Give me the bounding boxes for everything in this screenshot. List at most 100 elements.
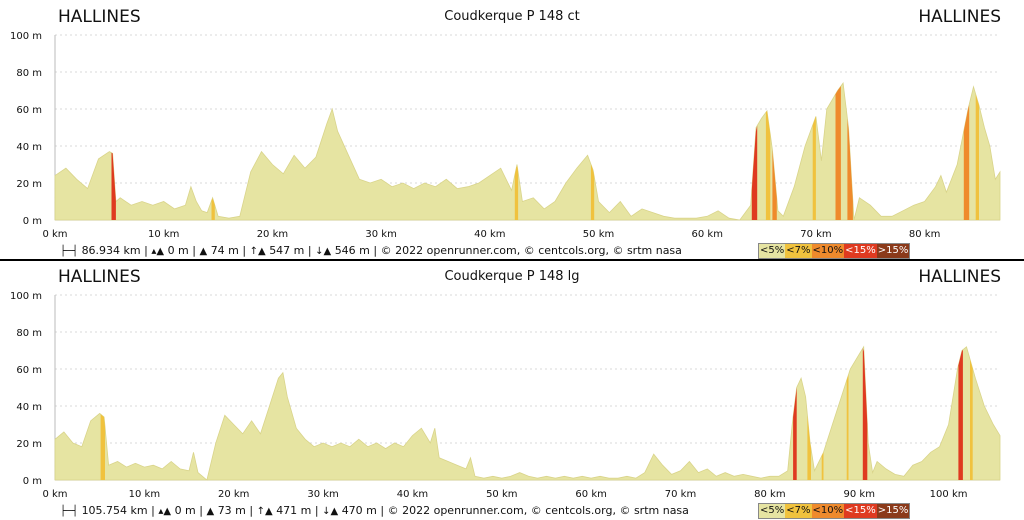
panel-divider [0, 259, 1024, 261]
y-tick-label: 0 m [23, 476, 42, 487]
y-tick-label: 100 m [10, 291, 42, 302]
stat-descent: 546 m [334, 244, 370, 257]
y-tick-label: 60 m [16, 365, 42, 376]
x-tick-label: 60 km [575, 489, 606, 500]
x-tick-label: 20 km [257, 229, 288, 240]
stat-distance: 105.754 km [81, 504, 148, 517]
grade-segment [970, 359, 973, 480]
start-place-label: HALLINES [58, 7, 141, 27]
ascent-icon: ↑▲ [256, 506, 273, 517]
descent-icon: ↓▲ [322, 506, 339, 517]
legend-item: <7% [785, 504, 812, 518]
grade-segment [514, 166, 519, 220]
grade-segment [772, 149, 777, 220]
y-tick-label: 0 m [23, 216, 42, 227]
max-elevation-icon: ▲ [206, 506, 215, 517]
x-tick-label: 0 km [42, 489, 67, 500]
x-tick-label: 0 km [42, 229, 67, 240]
grade-segment [807, 415, 811, 480]
grade-segment [100, 414, 105, 480]
x-tick-label: 50 km [583, 229, 614, 240]
legend-item: <5% [759, 244, 786, 258]
y-tick-label: 20 m [16, 439, 42, 450]
stat-ascent: 471 m [276, 504, 312, 517]
grade-segment [835, 86, 841, 220]
x-tick-label: 10 km [148, 229, 179, 240]
grade-segment [751, 125, 758, 220]
elevation-chart: 0 m 20 m 40 m 60 m 80 m 100 m 0 km 10 km 20 km 30… [10, 31, 1001, 240]
grade-segment [963, 104, 970, 220]
y-tick-label: 40 m [16, 142, 42, 153]
y-tick-label: 40 m [16, 402, 42, 413]
legend-item: >15% [876, 504, 910, 518]
x-tick-label: 10 km [129, 489, 160, 500]
x-tick-label: 50 km [486, 489, 517, 500]
x-tick-label: 40 km [397, 489, 428, 500]
chart-title: Coudkerque P 148 ct [444, 9, 580, 24]
y-tick-label: 60 m [16, 105, 42, 116]
chart-title: Coudkerque P 148 lg [444, 269, 580, 284]
ascent-icon: ↑▲ [249, 246, 266, 257]
end-place-label: HALLINES [918, 7, 1001, 27]
grade-legend: <5% <7% <10% <15% >15% [758, 243, 911, 259]
legend-item: >15% [876, 244, 910, 258]
end-place-label: HALLINES [918, 267, 1001, 287]
grade-segment [975, 94, 979, 220]
x-tick-label: 30 km [307, 489, 338, 500]
distance-icon: ├─┤ [60, 246, 79, 257]
legend-item: <10% [811, 504, 845, 518]
grade-segment [793, 387, 797, 480]
x-tick-label: 40 km [474, 229, 505, 240]
grade-segment [111, 152, 116, 220]
legend-item: <7% [785, 244, 812, 258]
stat-min: 0 m [167, 244, 189, 257]
stat-distance: 86.934 km [81, 244, 141, 257]
x-tick-label: 20 km [218, 489, 249, 500]
grade-segment [590, 164, 595, 220]
stat-ascent: 547 m [269, 244, 305, 257]
max-elevation-icon: ▲ [199, 246, 208, 257]
grade-segment [821, 452, 824, 480]
legend-item: <15% [844, 504, 877, 518]
profile-panel-2: HALLINES Coudkerque P 148 lg HALLINES 0 … [0, 260, 1024, 520]
stats-bar: ├─┤ 105.754 km | ▴▲ 0 m | ▲ 73 m | ↑▲ 47… [60, 504, 689, 517]
elevation-area [54, 345, 1001, 481]
profile-panel-1: HALLINES Coudkerque P 148 ct HALLINES 0 … [10, 7, 1001, 259]
legend-item: <15% [844, 244, 877, 258]
stat-max: 73 m [217, 504, 246, 517]
credits: © 2022 openrunner.com, © centcols.org, ©… [387, 504, 689, 517]
x-tick-label: 30 km [365, 229, 396, 240]
grade-segment [765, 110, 771, 220]
credits: © 2022 openrunner.com, © centcols.org, ©… [380, 244, 682, 257]
grade-segment [862, 348, 868, 480]
legend-item: <5% [759, 504, 786, 518]
grade-segment [846, 374, 849, 480]
y-tick-label: 80 m [16, 328, 42, 339]
y-tick-label: 20 m [16, 179, 42, 190]
x-tick-label: 80 km [909, 229, 940, 240]
elevation-area [54, 82, 1001, 221]
grade-legend: <5% <7% <10% <15% >15% [758, 503, 911, 519]
elevation-chart: 0 m 20 m 40 m 60 m 80 m 100 m 0 km 10 km 20 km 30… [10, 291, 1001, 500]
x-tick-label: 100 km [930, 489, 968, 500]
descent-icon: ↓▲ [315, 246, 332, 257]
min-elevation-icon: ▴▲ [151, 246, 165, 257]
grade-segment [211, 198, 215, 220]
x-tick-label: 70 km [665, 489, 696, 500]
start-place-label: HALLINES [58, 267, 141, 287]
min-elevation-icon: ▴▲ [158, 506, 172, 517]
x-tick-label: 70 km [800, 229, 831, 240]
grade-segment [958, 349, 963, 480]
grade-segment [847, 118, 853, 220]
grade-segment [812, 116, 816, 220]
x-tick-label: 60 km [692, 229, 723, 240]
distance-icon: ├─┤ [60, 506, 79, 517]
stat-max: 74 m [210, 244, 239, 257]
legend-item: <10% [811, 244, 845, 258]
x-tick-label: 90 km [844, 489, 875, 500]
y-tick-label: 80 m [16, 68, 42, 79]
y-tick-label: 100 m [10, 31, 42, 42]
stats-bar: ├─┤ 86.934 km | ▴▲ 0 m | ▲ 74 m | ↑▲ 547… [60, 244, 682, 257]
stat-min: 0 m [174, 504, 196, 517]
stat-descent: 470 m [341, 504, 377, 517]
